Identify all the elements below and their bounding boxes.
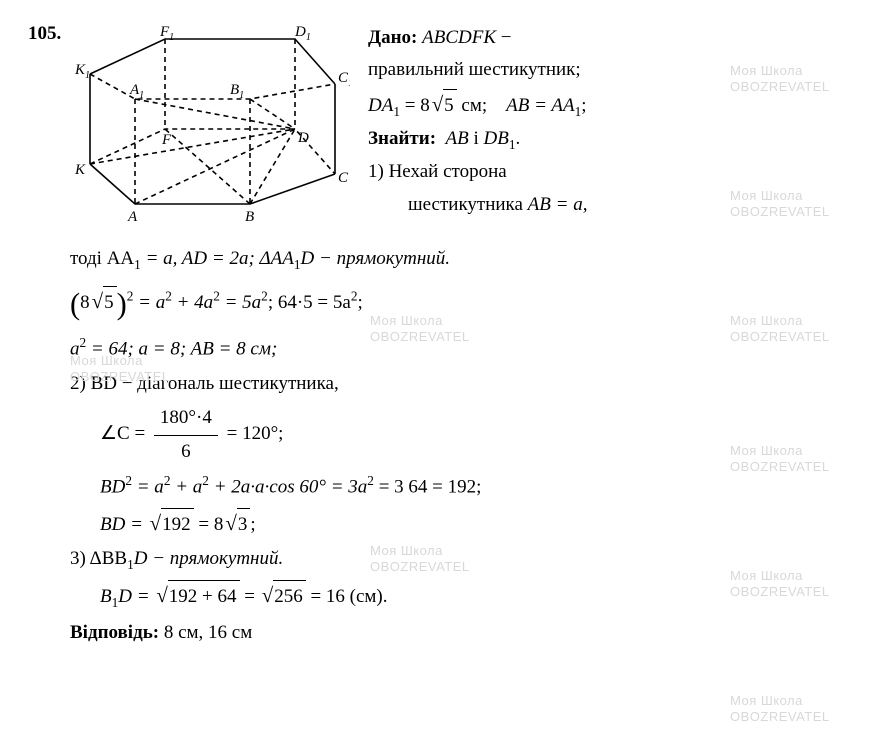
step1-line2: шестикутника AB = a,: [368, 189, 865, 221]
label-C1: C1: [338, 70, 350, 89]
step1-eq1: (85)2 = a2 + 4a2 = 5a2; 64·5 = 5a2;: [30, 279, 865, 331]
step1-open: 1) Нехай сторона: [368, 156, 865, 188]
given-line3: DA1 = 85 см; AB = AA1;: [368, 87, 865, 123]
answer-line: Відповідь: 8 см, 16 см: [30, 617, 865, 649]
given-find-block: Дано: ABCDFK − правильний шестикутник; D…: [350, 20, 865, 221]
step3-eq: B1D = 192 + 64 = 256 = 16 (см).: [30, 578, 865, 614]
step1-eq2: a2 = 64; a = 8; AB = 8 см;: [30, 332, 865, 366]
given-line2: правильний шестикутник;: [368, 54, 865, 86]
label-B: B: [245, 209, 254, 224]
hexagonal-prism-diagram: K1 F1 D1 C1 A1 B1 K F D C A B: [70, 24, 350, 235]
step2-bd: BD = 192 = 83;: [30, 506, 865, 542]
label-K: K: [74, 162, 86, 178]
watermark: OBOZREVATEL: [730, 706, 830, 728]
label-F: F: [161, 132, 172, 148]
given-line1: Дано: ABCDFK −: [368, 22, 865, 54]
step3-open: 3) ΔBB1D − прямокутний.: [30, 543, 865, 576]
label-D: D: [297, 130, 309, 146]
step2-open: 2) BD − діагональ шестикутника,: [30, 368, 865, 400]
label-A1: A1: [129, 82, 144, 101]
step2-bd2: BD2 = a2 + a2 + 2a·a·cos 60° = 3a2 = 3 6…: [30, 470, 865, 504]
label-A: A: [127, 209, 138, 224]
step1-line3: тоді AA1 = a, AD = 2a; ΔAA1D − прямокутн…: [30, 243, 865, 276]
watermark: Моя Школа: [730, 690, 803, 712]
label-B1: B1: [230, 82, 244, 101]
step2-angle: ∠C = 180°·46 = 120°;: [30, 402, 865, 468]
label-C: C: [338, 170, 349, 186]
find-line: Знайти: AB і DB1.: [368, 123, 865, 156]
top-section: K1 F1 D1 C1 A1 B1 K F D C A B Дано: ABCD…: [30, 20, 865, 235]
label-K1: K1: [74, 62, 90, 81]
problem-number: 105.: [28, 18, 61, 50]
